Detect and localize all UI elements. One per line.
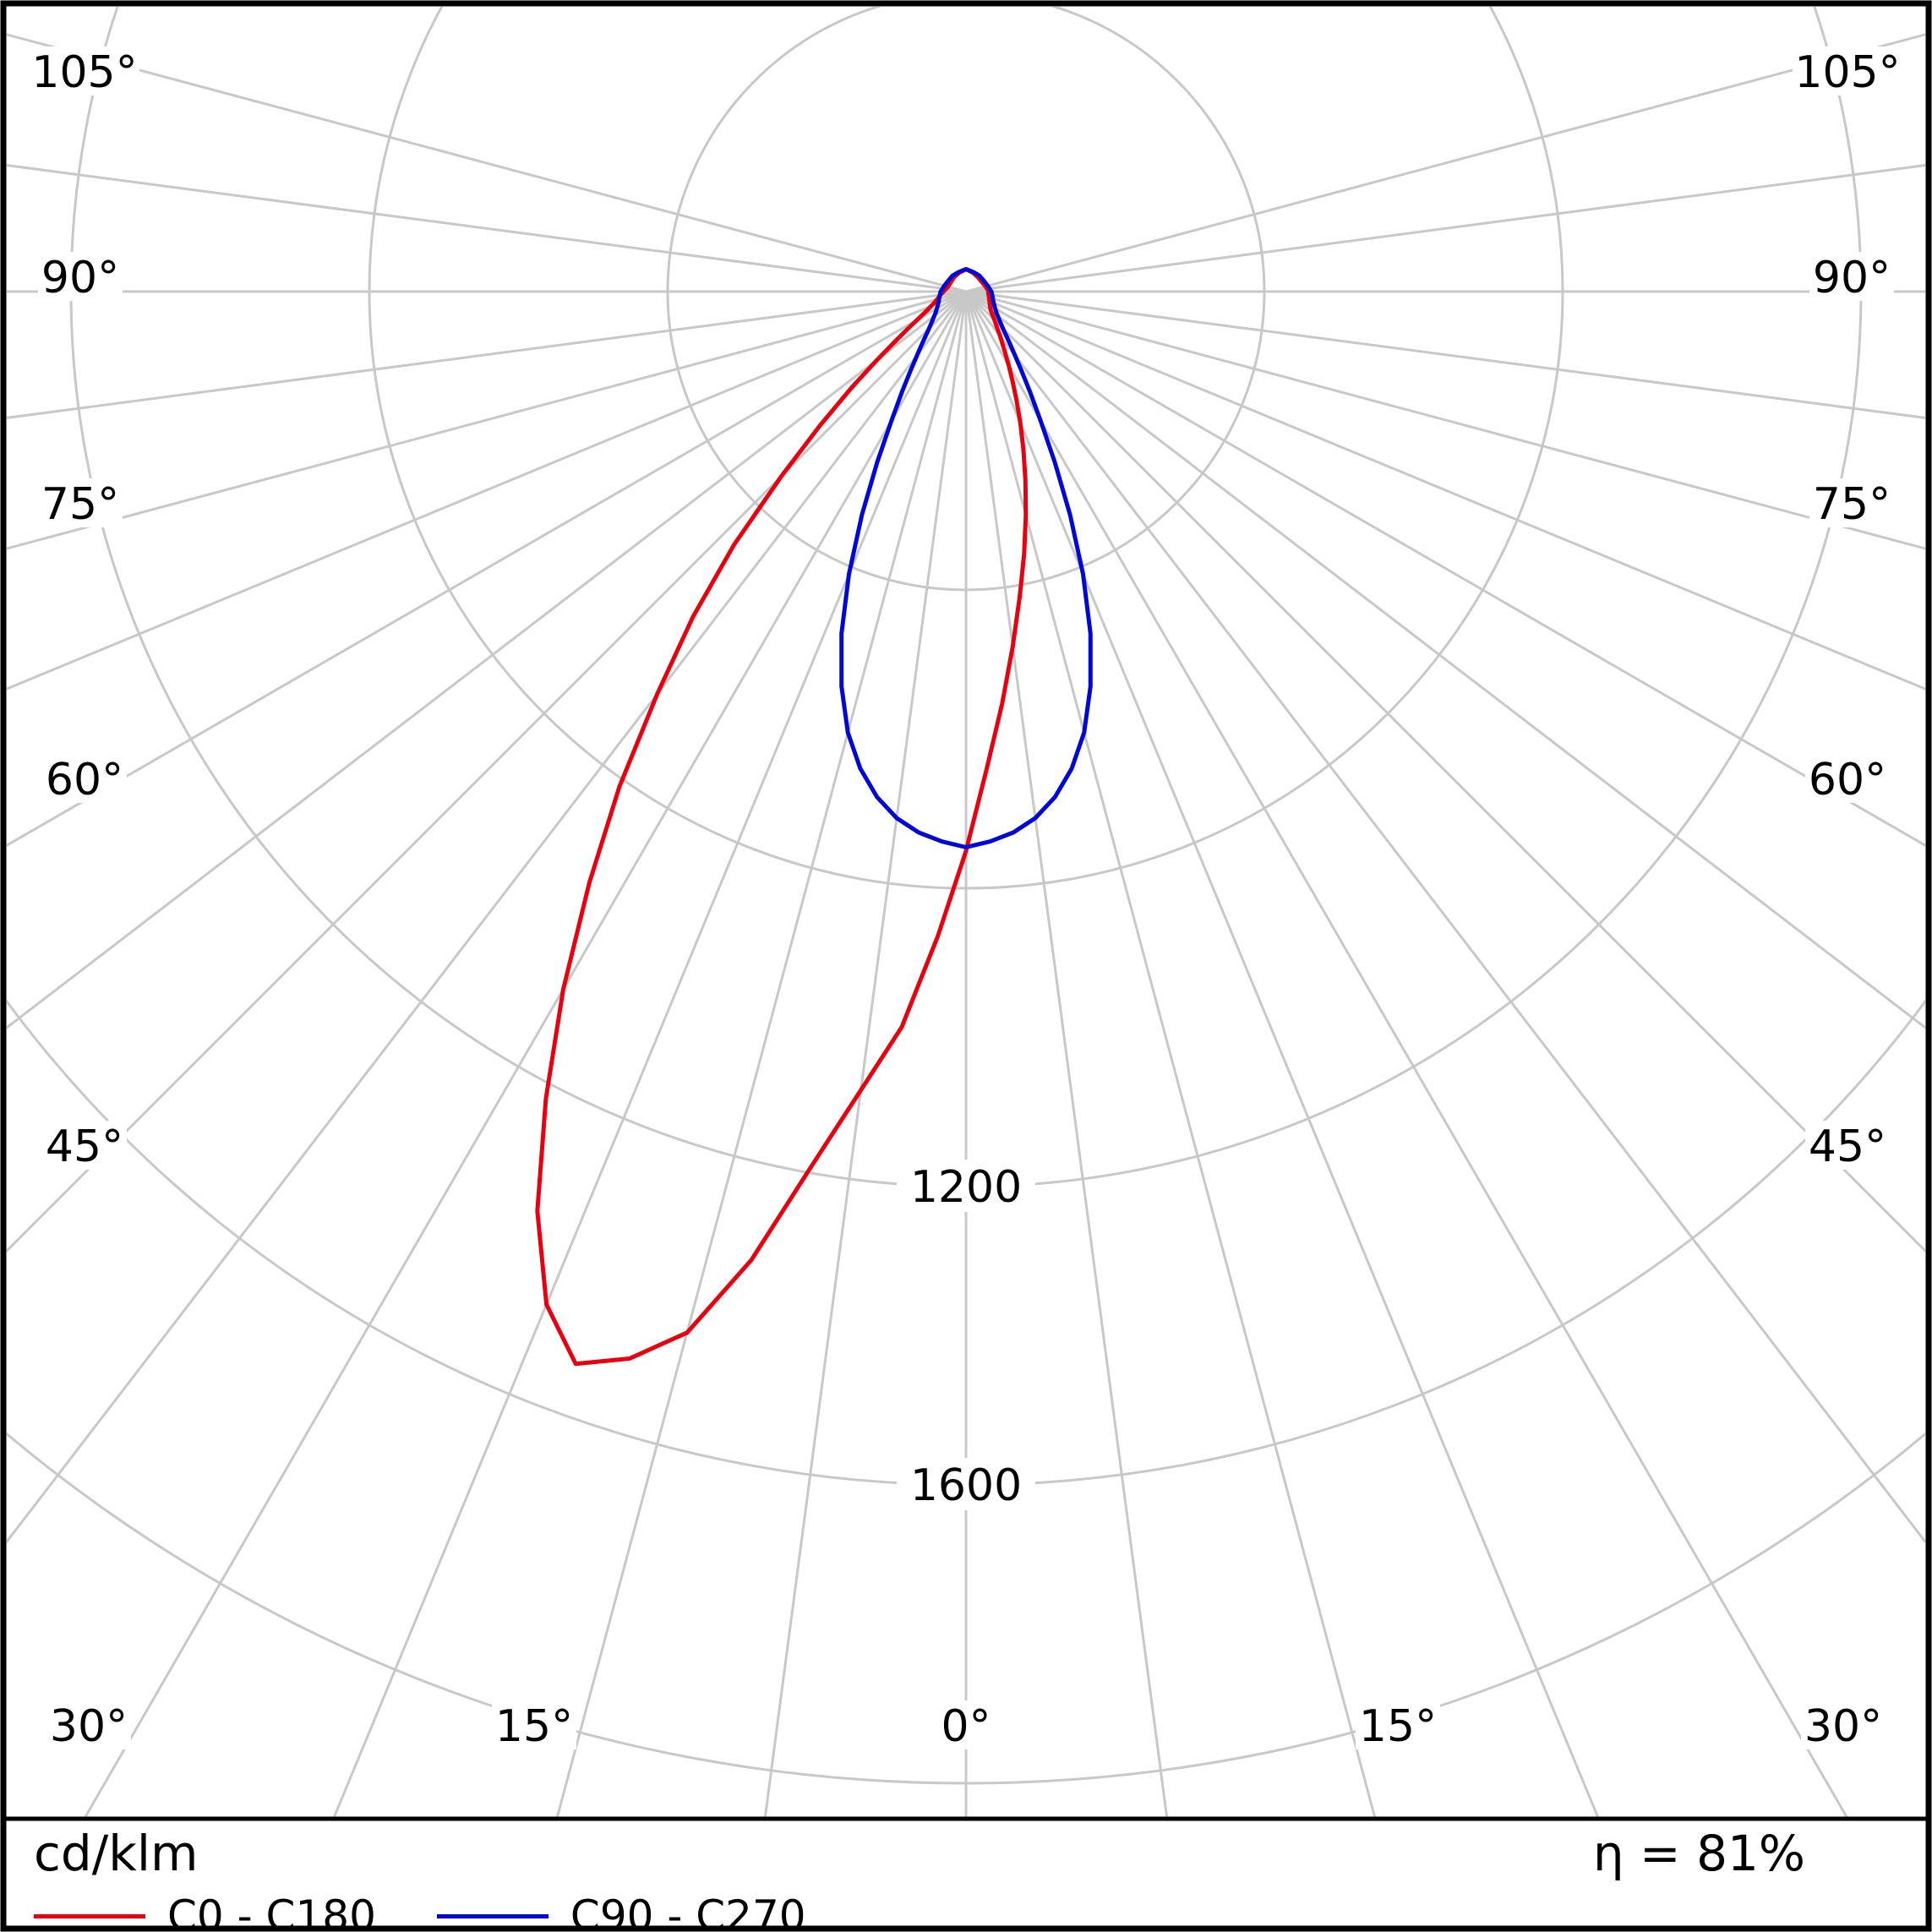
legend-line-c0-c180: [34, 1913, 145, 1918]
svg-text:15°: 15°: [1359, 1701, 1437, 1752]
efficiency-label: η = 81%: [1592, 1825, 1805, 1882]
svg-text:105°: 105°: [31, 47, 137, 98]
legend-label-c0-c180: C0 - C180: [167, 1891, 376, 1932]
unit-label: cd/klm: [34, 1825, 199, 1882]
svg-text:60°: 60°: [46, 755, 123, 805]
svg-text:90°: 90°: [1813, 253, 1891, 303]
legend-line-c90-c270: [436, 1913, 548, 1918]
svg-text:90°: 90°: [41, 253, 119, 303]
svg-text:30°: 30°: [1804, 1701, 1882, 1752]
curve-c0-c180: [535, 267, 1029, 1367]
svg-text:75°: 75°: [1813, 479, 1891, 530]
svg-text:45°: 45°: [1809, 1122, 1886, 1172]
svg-text:1200: 1200: [910, 1162, 1022, 1213]
svg-text:45°: 45°: [46, 1122, 123, 1172]
legend-label-c90-c270: C90 - C270: [570, 1891, 806, 1932]
svg-text:1600: 1600: [910, 1460, 1022, 1511]
legend: C0 - C180 C90 - C270: [34, 1891, 806, 1932]
svg-text:105°: 105°: [1794, 47, 1900, 98]
svg-text:75°: 75°: [41, 479, 119, 530]
intensity-curves: [535, 267, 1093, 1367]
svg-text:30°: 30°: [50, 1701, 128, 1752]
angle-labels: 0° 15° 15° 30° 30° 45° 45° 60° 60° 75° 75° 90° 90° 10…: [30, 46, 1902, 1752]
ring-labels: 1200 1600: [897, 1160, 1035, 1511]
svg-text:0°: 0°: [941, 1701, 991, 1752]
curve-c90-c270: [839, 267, 1093, 849]
svg-text:15°: 15°: [495, 1701, 573, 1752]
legend-item-c0-c180: C0 - C180: [34, 1891, 376, 1932]
svg-text:60°: 60°: [1809, 755, 1886, 805]
legend-item-c90-c270: C90 - C270: [436, 1891, 806, 1932]
